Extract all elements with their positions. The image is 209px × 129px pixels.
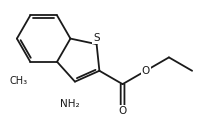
Text: NH₂: NH₂ [60,99,80,109]
Text: O: O [142,66,150,76]
Text: O: O [119,106,127,116]
Text: S: S [93,33,100,43]
Text: CH₃: CH₃ [10,76,28,86]
